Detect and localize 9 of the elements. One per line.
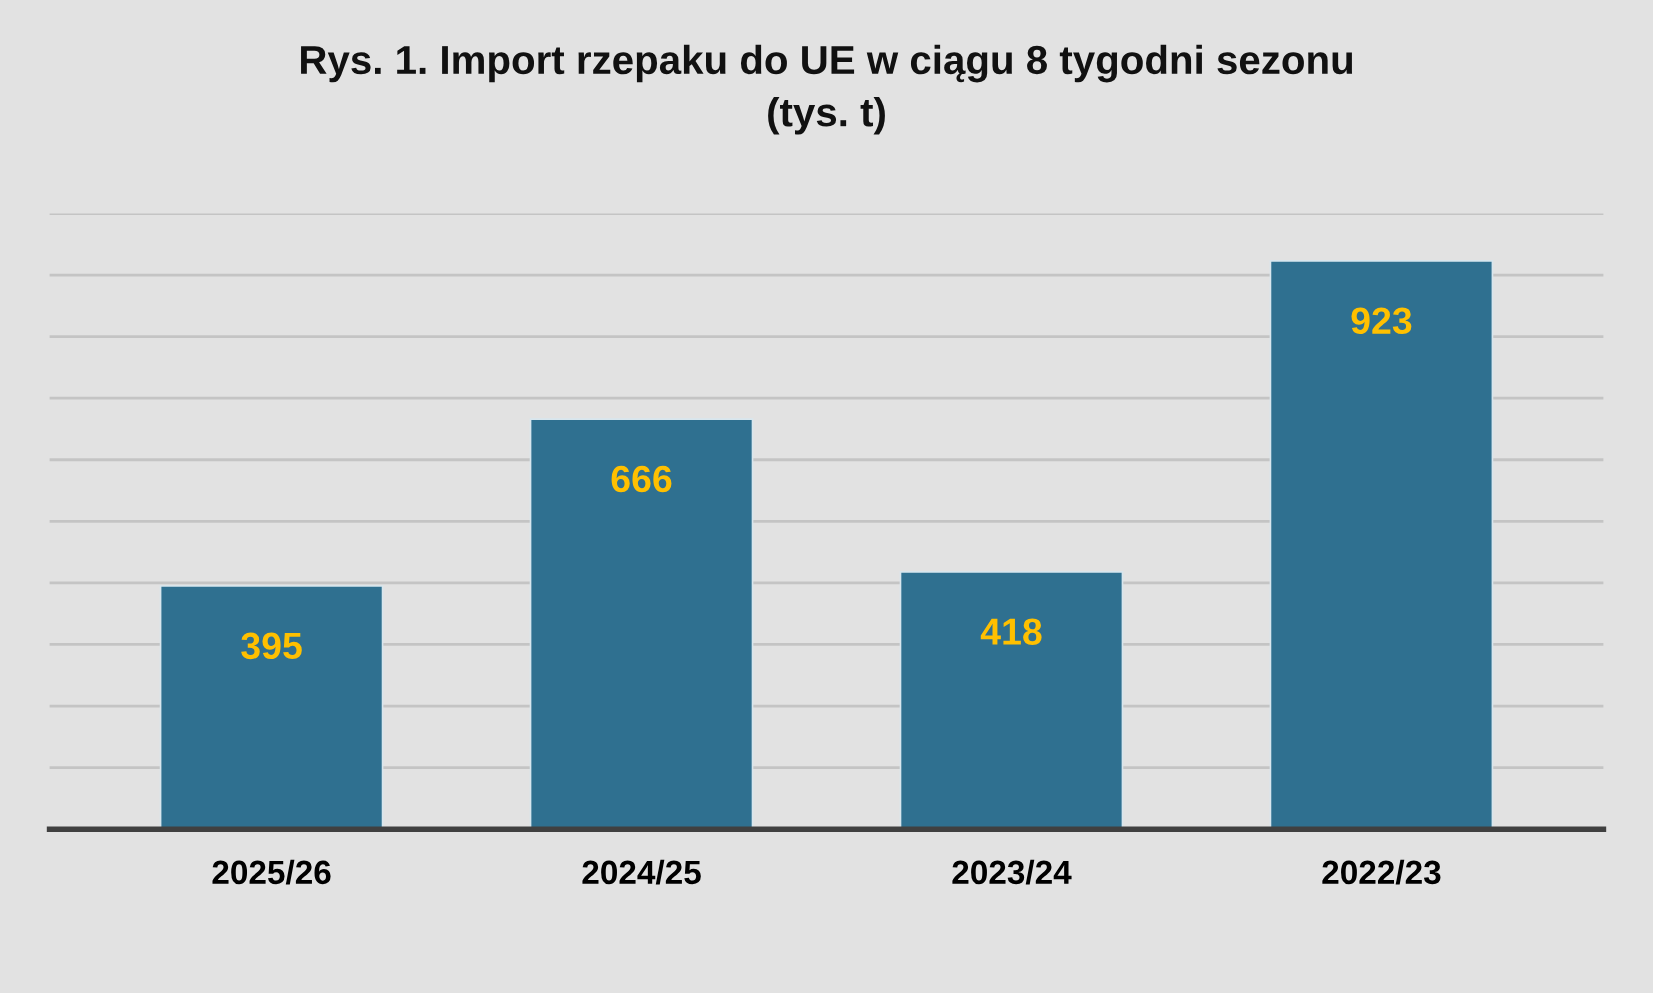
x-tick-label: 2022/23 (1322, 859, 1441, 885)
x-tick-label: 2024/25 (582, 859, 701, 885)
data-label: 923 (1351, 307, 1412, 335)
x-tick-label: 2025/26 (212, 859, 331, 885)
data-label: 418 (980, 618, 1042, 645)
data-label: 666 (611, 465, 672, 493)
chart-title: Rys. 1. Import rzepaku do UE w ciągu 8 tygodni sezonu (tys. t) (301, 44, 1353, 135)
x-tick-label: 2023/24 (952, 859, 1072, 885)
data-label: 395 (241, 632, 302, 660)
